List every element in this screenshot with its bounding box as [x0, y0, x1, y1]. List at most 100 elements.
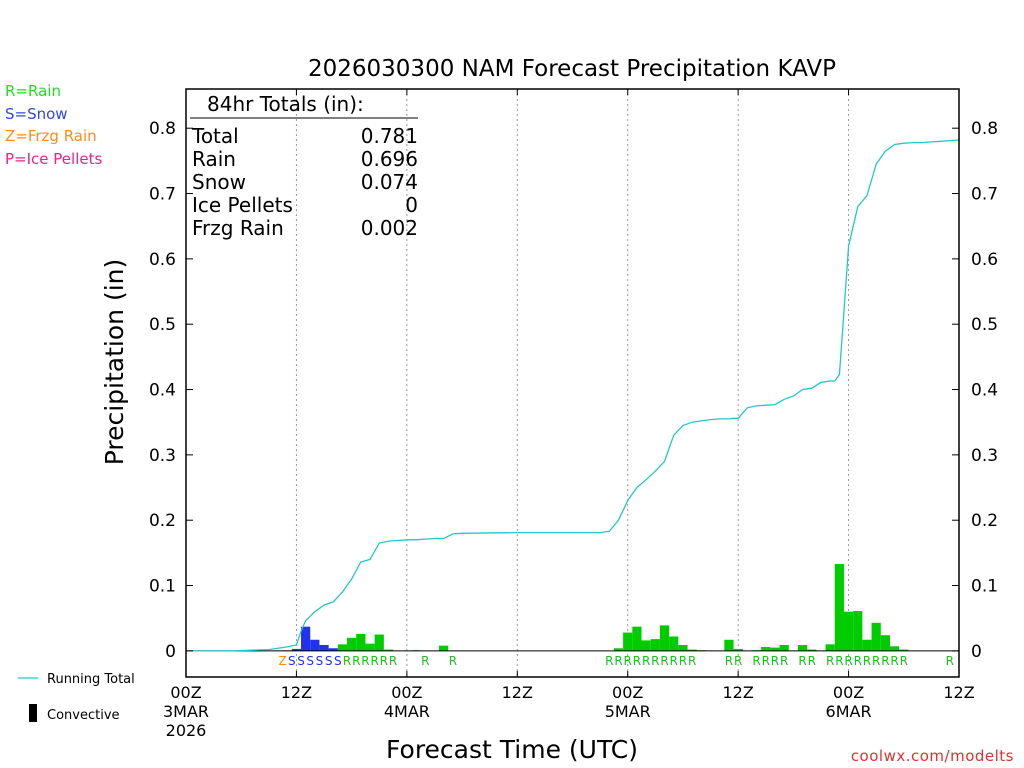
precip-type-letter: R [624, 654, 632, 668]
y-tick-label-right: 0.6 [971, 250, 998, 270]
x-tick-label: 00Z [612, 683, 643, 702]
precip-type-letter: R [881, 654, 889, 668]
precip-type-letter: R [449, 654, 457, 668]
precip-type-letter: R [826, 654, 834, 668]
y-tick-label-left: 0.1 [149, 577, 176, 597]
precip-type-letter: R [835, 654, 843, 668]
precip-type-letter: R [352, 654, 360, 668]
precip-bar [659, 625, 670, 651]
y-tick-label-right: 0 [971, 642, 982, 662]
precip-bar [365, 643, 375, 651]
x-tick-label: 6MAR [826, 702, 872, 721]
x-tick-label: 00Z [170, 683, 201, 702]
y-tick-label-left: 0.7 [149, 185, 176, 205]
precip-bar [669, 636, 679, 651]
precip-bar [678, 644, 688, 651]
precip-type-legend: R=Rain S=Snow Z=Frzg Rain P=Ice Pellets [5, 82, 102, 168]
precip-bar [807, 649, 817, 651]
precip-type-letter: R [844, 654, 852, 668]
totals-header: 84hr Totals (in): [207, 92, 364, 116]
x-axis-label: Forecast Time (UTC) [386, 735, 638, 764]
precip-type-letter: R [651, 654, 659, 668]
precip-type-letter: R [679, 654, 687, 668]
precip-type-letter: R [890, 654, 898, 668]
precip-bar [779, 644, 789, 651]
precip-bar [761, 646, 771, 651]
precip-bar [301, 626, 311, 651]
y-tick-label-left: 0.8 [149, 119, 176, 139]
precip-type-letter: R [734, 654, 742, 668]
y-tick-label-left: 0.5 [149, 315, 176, 335]
legend-snow: S=Snow [5, 105, 68, 123]
precip-type-letter: R [854, 654, 862, 668]
ice-pellets-value: 0 [405, 193, 418, 217]
x-tick-label: 2026 [166, 721, 207, 740]
y-tick-label-right: 0.8 [971, 119, 998, 139]
snow-label: Snow [192, 170, 246, 194]
snow-value: 0.074 [361, 170, 418, 194]
precip-bar [880, 635, 890, 651]
y-tick-label-right: 0.3 [971, 446, 998, 466]
precip-bar [724, 639, 734, 651]
precip-type-letter: R [863, 654, 871, 668]
precip-bar [733, 648, 743, 651]
x-tick-label: 12Z [502, 683, 533, 702]
precip-bar [770, 647, 780, 651]
precip-bar [797, 644, 808, 651]
frzg-rain-label: Frzg Rain [192, 216, 284, 240]
series-legend: Running Total Convective [18, 672, 135, 723]
frzg-rain-value: 0.002 [361, 216, 418, 240]
legend-ice-pellets: P=Ice Pellets [5, 150, 102, 168]
x-tick-label: 3MAR [163, 702, 209, 721]
precip-type-letter: R [605, 654, 613, 668]
y-tick-label-right: 0.5 [971, 315, 998, 335]
precip-type-letter: R [614, 654, 622, 668]
y-axis-label: Precipitation (in) [100, 259, 129, 466]
y-tick-label-left: 0.6 [149, 250, 176, 270]
precip-bar [632, 626, 642, 651]
precip-type-letter: R [380, 654, 388, 668]
x-tick-label: 12Z [943, 683, 974, 702]
precip-type-letter: S [325, 654, 333, 668]
precip-bar [899, 649, 909, 651]
y-tick-label-right: 0.4 [971, 381, 998, 401]
precip-type-letter: R [752, 654, 760, 668]
y-tick-label-right: 0.7 [971, 185, 998, 205]
x-tick-label: 12Z [722, 683, 753, 702]
rain-value: 0.696 [361, 147, 418, 171]
precip-bar [347, 637, 357, 651]
precip-type-letter: R [872, 654, 880, 668]
x-tick-label: 00Z [833, 683, 864, 702]
precip-type-letter: R [660, 654, 668, 668]
ice-pellets-label: Ice Pellets [192, 193, 293, 217]
precip-bar [687, 649, 697, 651]
precip-bar [383, 649, 394, 651]
precip-type-letter: S [297, 654, 305, 668]
y-tick-label-right: 0.1 [971, 577, 998, 597]
precip-type-letter: R [642, 654, 650, 668]
precip-type-letter: R [798, 654, 806, 668]
precip-bar [613, 648, 624, 651]
y-tick-label-left: 0 [165, 642, 176, 662]
x-tick-label: 5MAR [605, 702, 651, 721]
precip-type-letter: R [946, 654, 954, 668]
y-tick-label-left: 0.2 [149, 511, 176, 531]
running-total-line [186, 139, 960, 652]
y-tick-label-left: 0.4 [149, 381, 176, 401]
precip-type-letter: R [771, 654, 779, 668]
totals-box: 84hr Totals (in): Total 0.781 Rain 0.696… [190, 92, 418, 240]
precip-type-letter: R [808, 654, 816, 668]
y-axis-ticks: 0 0 0.1 0.1 0.2 0.2 0.3 0.3 0.4 0.4 0.5 0.5 0.6 0.6 0.… [149, 119, 998, 662]
precip-type-letter: R [725, 654, 733, 668]
precip-type-letter: R [370, 654, 378, 668]
precip-type-letter: R [389, 654, 397, 668]
precip-bar [853, 611, 863, 651]
precip-bar [337, 644, 348, 651]
y-tick-label-left: 0.3 [149, 446, 176, 466]
x-tick-label: 4MAR [384, 702, 430, 721]
y-tick-label-right: 0.2 [971, 511, 998, 531]
precip-bar [843, 611, 854, 651]
precip-bar [871, 622, 881, 651]
